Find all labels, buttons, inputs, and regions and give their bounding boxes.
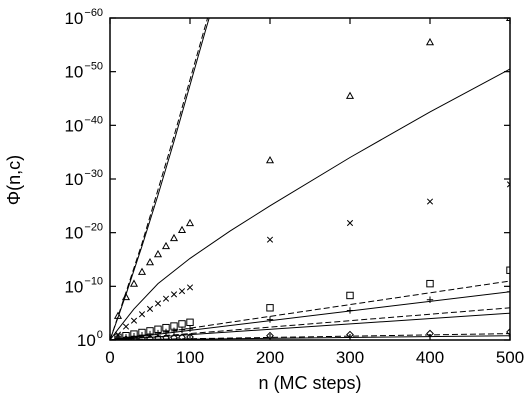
point-square-7 — [162, 323, 170, 332]
y-tick-label-7: 10 — [64, 9, 83, 28]
y-tick-exponent-1: 0 — [97, 329, 103, 341]
point-cross-6 — [154, 300, 162, 307]
point-cross-2 — [122, 323, 130, 330]
point-cross-7 — [162, 295, 170, 302]
point-cross-12 — [346, 219, 354, 227]
point-square-4 — [138, 328, 146, 337]
point-square-5 — [146, 327, 154, 335]
point-diamond-2 — [122, 335, 130, 340]
point-triangle-5 — [145, 257, 155, 266]
y-tick-label-3: 10 — [64, 224, 83, 243]
point-plus-4 — [138, 331, 146, 339]
point-diamond-9 — [178, 333, 186, 340]
curve-7 — [110, 68, 510, 340]
y-tick-label-6: 10 — [64, 63, 83, 82]
point-triangle-8 — [169, 233, 179, 242]
point-triangle-7 — [161, 241, 171, 250]
x-tick-label-5: 400 — [416, 348, 444, 367]
point-plus-8 — [170, 327, 178, 335]
point-square-12 — [346, 291, 354, 300]
point-plus-12 — [346, 307, 354, 314]
point-diamond-3 — [130, 335, 138, 340]
point-square-9 — [178, 320, 186, 328]
curve-3 — [110, 312, 510, 340]
point-triangle-3 — [129, 279, 139, 287]
curve-9 — [110, 18, 209, 340]
point-cross-3 — [130, 317, 138, 324]
point-cross-11 — [266, 236, 274, 243]
point-cross-13 — [426, 198, 434, 205]
point-cross-10 — [186, 284, 194, 291]
point-square-13 — [426, 279, 434, 288]
x-tick-label-4: 300 — [336, 348, 364, 367]
curve-8 — [110, 18, 210, 340]
point-cross-8 — [170, 291, 178, 298]
y-tick-label-1: 10 — [77, 331, 96, 350]
point-square-10 — [186, 318, 194, 326]
point-diamond-7 — [162, 333, 170, 340]
point-triangle-9 — [177, 225, 187, 234]
point-plus-7 — [162, 328, 170, 336]
point-triangle-2 — [121, 292, 131, 301]
point-plus-10 — [186, 325, 194, 332]
y-tick-exponent-7: −60 — [84, 7, 103, 19]
point-cross-1 — [114, 331, 122, 338]
fit-curves — [110, 18, 510, 340]
point-diamond-10 — [186, 333, 194, 340]
point-plus-11 — [266, 316, 274, 323]
point-triangle-11 — [265, 155, 275, 164]
x-axis-title: n (MC steps) — [258, 373, 361, 393]
point-diamond-4 — [138, 334, 146, 340]
plot-frame — [109, 17, 511, 341]
point-plus-6 — [154, 329, 162, 337]
point-square-2 — [122, 332, 130, 340]
curve-2 — [110, 333, 510, 340]
point-plus-1 — [114, 335, 122, 340]
x-tick-label-1: 0 — [105, 348, 114, 367]
point-triangle-6 — [153, 249, 163, 258]
point-plus-13 — [426, 296, 434, 303]
point-square-6 — [154, 325, 162, 333]
point-diamond-8 — [170, 333, 178, 340]
point-plus-3 — [130, 333, 138, 340]
y-tick-exponent-6: −50 — [84, 61, 103, 73]
y-tick-label-4: 10 — [64, 170, 83, 189]
point-square-11 — [266, 304, 274, 312]
point-triangle-10 — [185, 218, 195, 227]
x-tick-label-6: 500 — [496, 348, 524, 367]
y-axis-title: Φ(n,c) — [4, 155, 24, 205]
y-tick-exponent-4: −30 — [84, 168, 103, 180]
point-triangle-4 — [137, 267, 147, 275]
x-tick-label-3: 200 — [256, 348, 284, 367]
y-tick-label-5: 10 — [64, 116, 83, 135]
curve-5 — [110, 291, 510, 340]
point-triangle-1 — [113, 311, 123, 319]
point-triangle-12 — [345, 91, 355, 99]
y-tick-label-2: 10 — [64, 277, 83, 296]
x-axis: 0 100 200 300 400 500 — [105, 18, 524, 367]
point-diamond-14 — [506, 328, 510, 336]
y-tick-exponent-5: −40 — [84, 114, 103, 126]
y-tick-exponent-3: −20 — [84, 222, 103, 234]
x-tick-label-2: 100 — [176, 348, 204, 367]
point-diamond-6 — [154, 334, 162, 340]
point-square-8 — [170, 322, 178, 330]
point-diamond-5 — [146, 334, 154, 340]
point-plus-9 — [178, 326, 186, 334]
y-tick-exponent-2: −10 — [84, 275, 103, 287]
point-plus-14 — [506, 288, 510, 295]
point-triangle-13 — [425, 37, 435, 46]
point-cross-4 — [138, 311, 146, 318]
curve-6 — [110, 280, 510, 340]
curve-4 — [110, 307, 510, 340]
point-cross-9 — [178, 288, 186, 295]
point-cross-14 — [506, 181, 510, 188]
point-cross-5 — [146, 305, 154, 312]
point-square-3 — [130, 330, 138, 338]
